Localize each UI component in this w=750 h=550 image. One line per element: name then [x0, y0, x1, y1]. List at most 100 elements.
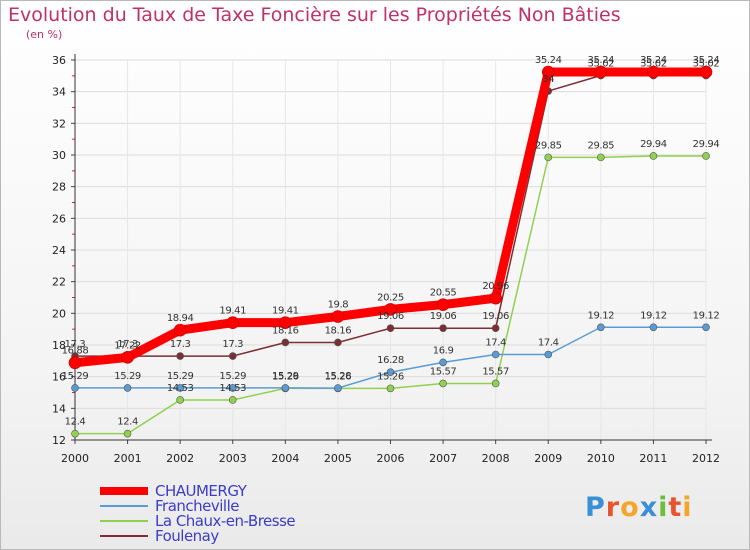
data-label-foulenay-2008: 19.06 [482, 311, 509, 322]
point-chaumergy-2004 [279, 316, 292, 329]
point-foulenay-2006 [386, 324, 395, 333]
data-label-francheville-2003: 15.29 [219, 371, 246, 382]
point-francheville-2009 [544, 350, 553, 359]
legend-swatch-foulenay [100, 535, 148, 537]
point-chaumergy-2000 [68, 356, 82, 370]
point-chaumergy-2002 [173, 323, 187, 337]
tick-label-x-2001: 2001 [114, 452, 142, 465]
point-francheville-2008 [491, 350, 500, 359]
data-label-foulenay-2001: 17.3 [117, 339, 138, 350]
point-francheville-2011 [649, 323, 658, 332]
tick-label-y-36: 36 [52, 54, 66, 67]
logo-letter: t [668, 492, 683, 523]
tick-label-x-2009: 2009 [534, 452, 562, 465]
data-label-chaumergy-2003: 19.41 [219, 306, 246, 317]
data-label-foulenay-2000: 17.3 [65, 339, 86, 350]
data-label-foulenay-2002: 17.3 [170, 339, 191, 350]
point-la-chaux-en-bresse-2008 [491, 379, 500, 388]
point-la-chaux-en-bresse-2009 [544, 153, 553, 162]
data-label-la-chaux-en-bresse-2000: 12.4 [65, 417, 86, 428]
point-chaumergy-2001 [121, 351, 134, 364]
point-foulenay-2004 [281, 338, 290, 347]
data-label-chaumergy-2005: 19.8 [328, 300, 349, 311]
tick-label-x-2002: 2002 [166, 452, 194, 465]
data-label-francheville-2009: 17.4 [538, 338, 559, 349]
data-label-chaumergy-2002: 18.94 [167, 313, 194, 324]
data-label-francheville-2012: 19.12 [693, 310, 720, 321]
tick-label-x-2004: 2004 [271, 452, 299, 465]
tick-label-y-22: 22 [52, 276, 66, 289]
data-label-francheville-2008: 17.4 [485, 338, 506, 349]
point-chaumergy-2012 [699, 65, 713, 79]
point-francheville-2010 [597, 323, 605, 332]
data-label-foulenay-2010: 35.02 [588, 59, 615, 70]
tick-label-x-2005: 2005 [324, 452, 352, 465]
tick-label-x-2006: 2006 [377, 452, 405, 465]
tick-label-y-14: 14 [52, 402, 66, 415]
point-francheville-2006 [386, 368, 395, 377]
data-label-la-chaux-en-bresse-2012: 29.94 [693, 139, 720, 150]
point-francheville-2002 [176, 384, 184, 392]
data-label-foulenay-2009: 34 [542, 74, 554, 85]
tick-label-y-24: 24 [52, 244, 66, 257]
point-chaumergy-2005 [331, 310, 345, 323]
point-la-chaux-en-bresse-2007 [439, 379, 447, 388]
data-label-francheville-2007: 16.9 [433, 345, 454, 356]
point-la-chaux-en-bresse-2011 [649, 152, 658, 160]
point-foulenay-2002 [176, 352, 184, 360]
point-la-chaux-en-bresse-2003 [228, 396, 237, 404]
point-francheville-2007 [439, 358, 447, 367]
data-label-la-chaux-en-bresse-2001: 12.4 [117, 417, 138, 428]
legend-swatch-chaumergy [100, 487, 148, 495]
tick-label-x-2000: 2000 [61, 452, 89, 465]
legend-label-chaumergy: CHAUMERGY [155, 482, 247, 500]
logo-letter: r [605, 492, 621, 523]
data-label-la-chaux-en-bresse-2009: 29.85 [535, 140, 562, 151]
data-label-francheville-2005: 15.28 [325, 371, 352, 382]
point-chaumergy-2010 [594, 65, 608, 79]
point-la-chaux-en-bresse-2012 [702, 152, 710, 160]
data-label-la-chaux-en-bresse-2006: 15.26 [377, 371, 404, 382]
point-francheville-2005 [334, 384, 342, 392]
point-francheville-2012 [702, 323, 710, 332]
tick-label-x-2003: 2003 [219, 452, 247, 465]
data-label-foulenay-2006: 19.06 [377, 311, 404, 322]
data-label-francheville-2006: 16.28 [377, 355, 404, 366]
tick-label-y-12: 12 [52, 434, 66, 447]
data-label-chaumergy-2008: 20.96 [482, 281, 509, 292]
point-chaumergy-2007 [436, 298, 450, 311]
data-label-francheville-2000: 15.29 [62, 371, 89, 382]
point-chaumergy-2003 [226, 316, 240, 329]
logo-letter: x [639, 492, 659, 523]
data-label-chaumergy-2010: 35.24 [588, 55, 615, 66]
tick-label-y-18: 18 [52, 339, 66, 352]
data-label-foulenay-2011: 35.02 [640, 59, 667, 70]
point-la-chaux-en-bresse-2001 [123, 429, 132, 438]
data-label-chaumergy-2000: 16.88 [62, 346, 89, 357]
tick-label-y-16: 16 [52, 371, 66, 384]
point-foulenay-2007 [439, 324, 447, 333]
legend-swatch-la-chaux-en-bresse [100, 520, 148, 522]
logo-letter: o [620, 492, 640, 523]
data-label-chaumergy-2012: 35.24 [693, 55, 720, 66]
logo-letter: i [682, 492, 693, 523]
point-la-chaux-en-bresse-2002 [176, 396, 184, 404]
point-chaumergy-2008 [489, 291, 502, 305]
data-label-la-chaux-en-bresse-2007: 15.57 [430, 366, 457, 377]
data-label-foulenay-2003: 17.3 [222, 339, 243, 350]
point-chaumergy-2009 [541, 65, 555, 79]
data-label-francheville-2002: 15.29 [167, 371, 194, 382]
point-foulenay-2005 [334, 338, 342, 347]
point-francheville-2001 [123, 384, 132, 392]
data-labels: 16.88 17.22 18.94 19.41 19.41 19.8 20.25 20.55 2… [62, 55, 720, 428]
legend-label-la-chaux-en-bresse: La Chaux-en-Bresse [155, 512, 296, 530]
data-label-chaumergy-2004: 19.41 [272, 306, 299, 317]
data-label-foulenay-2004: 18.16 [272, 325, 299, 336]
point-la-chaux-en-bresse-2006 [386, 384, 395, 393]
point-chaumergy-2011 [647, 65, 660, 79]
data-label-foulenay-2005: 18.16 [325, 325, 352, 336]
point-chaumergy-2006 [384, 303, 397, 316]
data-label-francheville-2001: 15.29 [114, 371, 141, 382]
tick-label-x-2011: 2011 [639, 452, 667, 465]
